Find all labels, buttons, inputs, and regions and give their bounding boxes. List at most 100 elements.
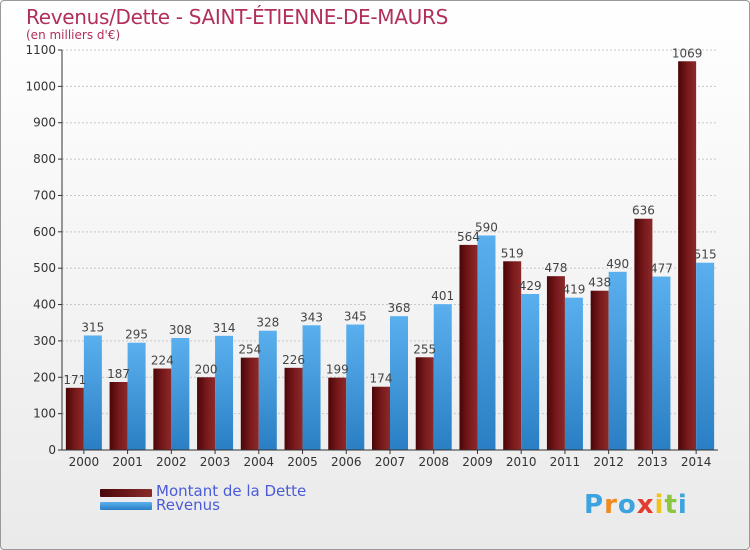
data-label-revenus: 314: [213, 321, 236, 335]
data-label-dette: 171: [63, 373, 86, 387]
logo-letter: o: [617, 490, 637, 520]
legend-swatch-revenus: [100, 502, 152, 510]
bar-revenus: [346, 324, 365, 450]
bar-revenus: [652, 276, 671, 450]
data-label-revenus: 490: [606, 257, 629, 271]
y-tick-label: 800: [33, 152, 56, 166]
data-label-dette: 255: [413, 342, 436, 356]
bar-dette: [372, 386, 390, 450]
bar-revenus: [564, 297, 583, 450]
y-tick-label: 0: [48, 443, 56, 457]
logo-letter: x: [636, 490, 655, 520]
x-tick-label: 2004: [244, 455, 275, 469]
bar-revenus: [390, 316, 408, 450]
bar-dette: [284, 367, 303, 450]
data-label-dette: 187: [107, 367, 130, 381]
data-label-dette: 519: [501, 246, 524, 260]
x-tick-label: 2005: [287, 455, 318, 469]
bar-revenus: [696, 262, 715, 450]
data-label-dette: 1069: [672, 46, 703, 60]
data-label-dette: 226: [282, 353, 305, 367]
bar-dette: [459, 244, 478, 450]
data-label-dette: 438: [588, 276, 611, 290]
chart-title: Revenus/Dette - SAINT-ÉTIENNE-DE-MAURS: [26, 5, 448, 29]
data-label-dette: 174: [370, 372, 393, 386]
logo-letter: i: [677, 490, 688, 520]
data-label-revenus: 328: [256, 316, 279, 330]
data-label-revenus: 315: [81, 320, 104, 334]
y-tick-label: 100: [33, 407, 56, 421]
data-label-dette: 254: [238, 343, 261, 357]
bar-dette: [109, 382, 128, 450]
bar-revenus: [127, 342, 146, 450]
x-tick-label: 2007: [375, 455, 406, 469]
data-label-dette: 564: [457, 230, 480, 244]
data-label-revenus: 308: [169, 323, 192, 337]
bar-dette: [634, 218, 653, 450]
y-tick-label: 400: [33, 298, 56, 312]
chart-subtitle: (en milliers d'€): [26, 28, 121, 42]
logo-letter: r: [604, 490, 618, 520]
legend-label-dette: Montant de la Dette: [156, 482, 307, 500]
y-tick-label: 1000: [25, 79, 56, 93]
bar-dette: [415, 357, 434, 450]
data-label-dette: 636: [632, 204, 655, 218]
data-label-revenus: 401: [431, 289, 454, 303]
logo-letter: P: [584, 490, 605, 520]
x-tick-label: 2010: [506, 455, 537, 469]
bar-dette: [546, 276, 565, 450]
y-tick-label: 500: [33, 261, 56, 275]
data-label-revenus: 419: [562, 283, 585, 297]
data-label-revenus: 343: [300, 310, 323, 324]
data-label-dette: 224: [151, 354, 174, 368]
legend-swatch-dette: [100, 489, 152, 497]
bar-revenus: [608, 271, 627, 450]
x-tick-label: 2014: [681, 455, 712, 469]
bar-dette: [197, 377, 216, 450]
bar-dette: [678, 61, 697, 450]
bar-revenus: [477, 235, 496, 450]
bar-revenus: [521, 294, 540, 450]
x-tick-label: 2012: [593, 455, 624, 469]
logo-letter: t: [664, 490, 678, 520]
logo-letter: i: [654, 490, 665, 520]
y-tick-label: 200: [33, 370, 56, 384]
x-tick-label: 2001: [112, 455, 143, 469]
x-tick-label: 2009: [462, 455, 493, 469]
x-tick-label: 2003: [200, 455, 231, 469]
legend-label-revenus: Revenus: [156, 496, 220, 514]
y-tick-label: 900: [33, 116, 56, 130]
bar-revenus: [258, 330, 277, 450]
x-tick-label: 2000: [69, 455, 100, 469]
x-tick-label: 2002: [156, 455, 187, 469]
y-tick-label: 1100: [25, 43, 56, 57]
bar-dette: [328, 377, 347, 450]
x-tick-label: 2013: [637, 455, 668, 469]
bar-revenus: [171, 338, 190, 450]
data-label-dette: 199: [326, 363, 349, 377]
data-label-revenus: 295: [125, 328, 148, 342]
bar-dette: [503, 261, 522, 450]
bar-revenus: [83, 335, 102, 450]
data-label-revenus: 515: [694, 248, 717, 262]
x-tick-label: 2008: [418, 455, 449, 469]
data-label-revenus: 429: [519, 279, 542, 293]
data-label-dette: 200: [195, 362, 218, 376]
data-label-revenus: 590: [475, 220, 498, 234]
data-label-revenus: 345: [344, 310, 367, 324]
bar-revenus: [302, 325, 321, 450]
bar-revenus: [433, 304, 452, 450]
y-tick-label: 700: [33, 188, 56, 202]
bar-revenus: [215, 335, 234, 450]
bar-dette: [590, 290, 609, 450]
y-tick-label: 300: [33, 334, 56, 348]
bar-dette: [240, 357, 259, 450]
x-tick-label: 2006: [331, 455, 362, 469]
data-label-revenus: 368: [388, 301, 411, 315]
data-label-dette: 478: [544, 261, 567, 275]
bar-dette: [153, 368, 172, 450]
y-tick-label: 600: [33, 225, 56, 239]
x-tick-label: 2011: [550, 455, 581, 469]
proxiti-logo: Proxiti: [584, 490, 688, 520]
